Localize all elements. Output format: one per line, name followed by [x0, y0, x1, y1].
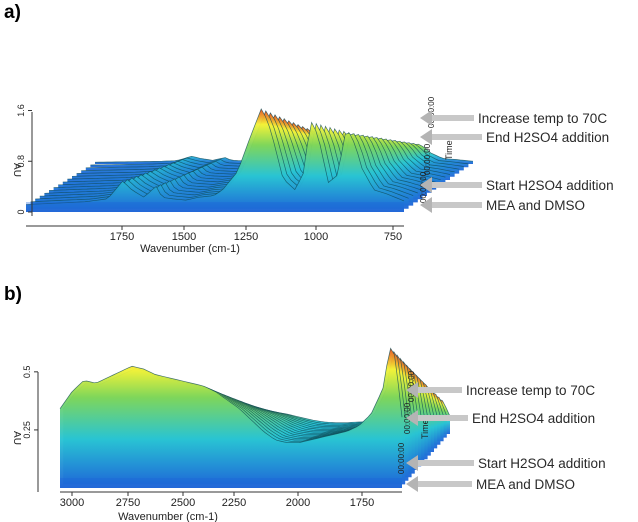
- x-tick-label: 2500: [171, 497, 195, 509]
- time-tick-label: 00:00:00: [407, 370, 416, 402]
- annotation-arrow-shaft: [414, 387, 462, 393]
- y-axis-label: AU: [11, 431, 22, 445]
- spectrum-slice-line: [25, 108, 405, 205]
- time-axis-label: Time: [444, 140, 454, 160]
- annotation-label: Start H2SO4 addition: [478, 456, 606, 471]
- x-tick-label: 2750: [116, 497, 140, 509]
- annotation-arrow-head: [406, 382, 418, 398]
- annotation-label: MEA and DMSO: [486, 198, 585, 213]
- annotation-label: End H2SO4 addition: [486, 130, 609, 145]
- chart-panel-b: b) 0.25 0.5 AU 3000 2750 2500 2250 2000 1750 Wave…: [0, 262, 638, 522]
- annotation-arrow-shaft: [414, 460, 474, 466]
- x-tick-label: 1750: [350, 497, 374, 509]
- chart-a-svg: 0 0.8 1.6 AU 1750 1500 1250 1000 750 Wavenumber (…: [11, 96, 614, 255]
- annotation-arrow-head: [420, 129, 432, 145]
- y-tick-label: 0.25: [22, 421, 32, 439]
- annotation-label: Increase temp to 70C: [478, 111, 607, 126]
- annotation-arrow-head: [420, 197, 432, 213]
- annotation-arrow-shaft: [428, 182, 482, 188]
- annotation-arrow-shaft: [428, 134, 482, 140]
- time-axis-label: Time: [420, 419, 430, 439]
- baseline-band: [60, 478, 402, 488]
- annotation-label: Increase temp to 70C: [466, 383, 595, 398]
- annotation-arrow-head: [406, 410, 418, 426]
- annotation-arrow-head: [420, 177, 432, 193]
- y-tick-label: 1.6: [16, 104, 26, 117]
- annotation-arrow-shaft: [428, 202, 482, 208]
- y-tick-label: 0.5: [22, 366, 32, 379]
- x-tick-label: 2250: [222, 497, 246, 509]
- annotation-label: Start H2SO4 addition: [486, 178, 614, 193]
- x-tick-label: 3000: [60, 497, 84, 509]
- annotation-arrow-shaft: [414, 481, 472, 487]
- y-tick-label: 0: [16, 209, 26, 214]
- time-tick-label: 00:00:00: [397, 442, 406, 474]
- time-tick-label: 00:00:00: [423, 143, 432, 175]
- annotation-label: End H2SO4 addition: [472, 411, 595, 426]
- chart-panel-a: a) 0 0.8 1.6 AU 1750 1500 1250 1000 750 Wavenumbe…: [0, 0, 638, 260]
- x-axis-label: Wavenumber (cm-1): [140, 243, 240, 255]
- baseline-band: [26, 202, 404, 212]
- x-tick-label: 750: [384, 231, 402, 243]
- annotation-label: MEA and DMSO: [476, 477, 575, 492]
- panel-label-a: a): [4, 2, 21, 23]
- annotation-arrow-head: [420, 110, 432, 126]
- y-tick-label: 0.8: [16, 155, 26, 168]
- spectrum-slice-fill: [60, 348, 402, 488]
- x-axis-label: Wavenumber (cm-1): [118, 511, 218, 522]
- annotation-arrow-shaft: [414, 415, 468, 421]
- x-tick-label: 1750: [110, 231, 134, 243]
- annotation-arrow-head: [406, 455, 418, 471]
- chart-b-svg: 0.25 0.5 AU 3000 2750 2500 2250 2000 1750 Wavenum…: [11, 347, 606, 522]
- annotation-arrow-shaft: [428, 115, 474, 121]
- y-axis-label: AU: [11, 163, 22, 177]
- x-tick-label: 1000: [304, 231, 328, 243]
- x-tick-label: 1250: [234, 231, 258, 243]
- annotation-arrow-head: [406, 476, 418, 492]
- panel-label-b: b): [4, 284, 22, 305]
- x-tick-label: 2000: [286, 497, 310, 509]
- x-tick-label: 1500: [172, 231, 196, 243]
- spectrum-slice-line: [59, 347, 403, 444]
